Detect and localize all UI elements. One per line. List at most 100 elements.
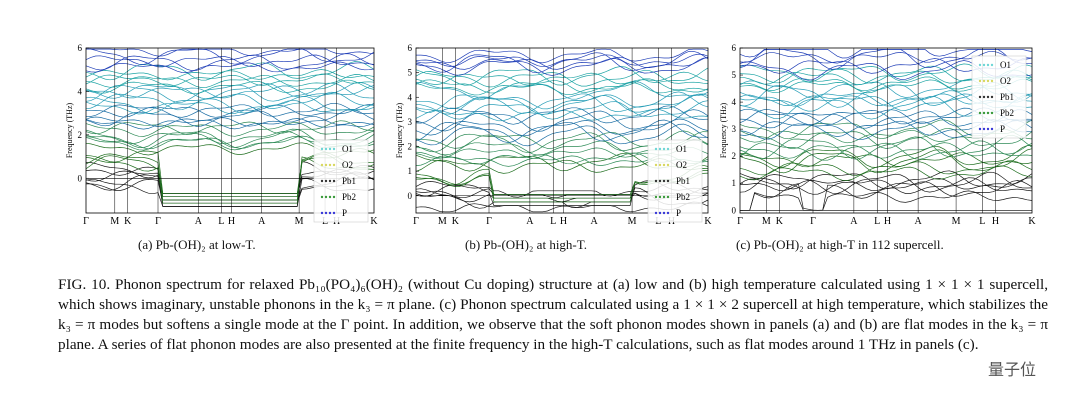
band-line <box>415 91 709 114</box>
legend-marker <box>332 179 336 183</box>
legend-marker <box>328 195 332 199</box>
legend-marker <box>986 79 990 83</box>
kpoint-label: Γ <box>486 216 492 227</box>
band-line <box>415 123 709 147</box>
legend-label: Pb1 <box>342 176 356 186</box>
legend-marker <box>986 127 990 131</box>
band-line <box>739 177 1033 195</box>
y-tick-label: 5 <box>732 70 737 80</box>
legend-label: Pb2 <box>676 192 690 202</box>
kpoint-label: K <box>124 216 132 227</box>
legend-marker <box>328 163 332 167</box>
kpoint-label: H <box>992 216 999 227</box>
band-line <box>739 165 1033 181</box>
y-axis-label: Frequency (THz) <box>65 103 74 159</box>
legend-marker <box>654 147 658 151</box>
legend-label: Pb1 <box>676 176 690 186</box>
kpoint-label: L <box>550 216 556 227</box>
caption-b: (b) Pb-(OH)₂ at high-T. <box>465 237 587 252</box>
band-line <box>416 93 709 110</box>
band-line <box>416 48 709 64</box>
legend-marker <box>986 111 990 115</box>
kpoint-label: K <box>776 216 784 227</box>
band-line <box>415 69 709 88</box>
legend-marker <box>986 63 990 67</box>
legend-marker <box>662 147 666 151</box>
panel-c: Γ M K Γ A L H A M L H K 6 5 4 3 2 1 0 Frequency (THz) O1 O2 Pb… <box>710 38 1036 270</box>
legend-marker <box>320 195 324 199</box>
legend-marker <box>982 127 986 131</box>
band-line <box>85 109 375 127</box>
band-line <box>85 82 375 100</box>
band-line <box>85 69 375 81</box>
legend-marker <box>982 111 986 115</box>
kpoint-label: L <box>218 216 224 227</box>
kpoint-label: A <box>195 216 203 227</box>
legend-marker <box>990 95 994 99</box>
legend-marker <box>320 179 324 183</box>
legend-marker <box>658 195 662 199</box>
kpoint-label: K <box>704 216 712 227</box>
kpoint-label: M <box>952 216 961 227</box>
y-tick-label: 4 <box>78 86 83 96</box>
band-line <box>85 79 375 95</box>
legend-marker <box>982 63 986 67</box>
band-line <box>415 53 709 68</box>
band-line <box>415 109 709 132</box>
y-tick-label: 6 <box>732 43 737 53</box>
y-tick-label: 1 <box>732 178 737 188</box>
band-line <box>739 170 1033 190</box>
band-line <box>739 49 1033 59</box>
band-line <box>739 160 1033 176</box>
band-line <box>415 66 709 86</box>
legend-marker <box>982 79 986 83</box>
kpoint-label: M <box>628 216 637 227</box>
band-line <box>415 93 709 115</box>
band-line <box>85 120 374 135</box>
legend-label: O1 <box>342 144 353 154</box>
kpoint-label: L <box>979 216 985 227</box>
kpoint-label: Γ <box>155 216 161 227</box>
phonon-plot-a: ΓMKΓALHAMLHK6420Frequency (THz)O1O2Pb1Pb… <box>65 43 378 227</box>
kpoint-label: Γ <box>737 216 743 227</box>
legend-marker <box>320 163 324 167</box>
band-line <box>86 48 375 65</box>
legend-label: O1 <box>676 144 687 154</box>
band-line <box>85 61 375 81</box>
legend-marker <box>324 211 328 215</box>
y-axis-label: Frequency (THz) <box>719 103 728 159</box>
legend-marker <box>320 211 324 215</box>
legend-marker <box>978 63 982 67</box>
band-line <box>85 122 375 137</box>
band-line <box>85 104 375 118</box>
panel-a: ΓMKΓALHAMLHK6420Frequency (THz)O1O2Pb1Pb… <box>62 38 378 270</box>
band-line <box>85 102 375 118</box>
kpoint-label: K <box>1028 216 1036 227</box>
band-line <box>415 81 709 101</box>
legend-label: Pb2 <box>342 192 356 202</box>
y-tick-label: 6 <box>78 43 83 53</box>
band-line <box>739 127 1033 150</box>
band-line <box>415 100 709 120</box>
band-line <box>85 74 375 88</box>
legend-marker <box>324 147 328 151</box>
legend-marker <box>658 147 662 151</box>
legend-marker <box>662 163 666 167</box>
legend-label: O2 <box>1000 76 1011 86</box>
legend-marker <box>990 111 994 115</box>
kpoint-label: A <box>915 216 923 227</box>
band-line <box>85 85 375 99</box>
legend-marker <box>666 195 670 199</box>
kpoint-label: K <box>452 216 460 227</box>
kpoint-label: Γ <box>413 216 419 227</box>
legend-marker <box>328 179 332 183</box>
band-line <box>739 140 1033 161</box>
legend-marker <box>332 163 336 167</box>
figure-caption: FIG. 10. Phonon spectrum for relaxed Pb₁… <box>58 275 1048 355</box>
legend-label: O2 <box>676 160 687 170</box>
band-line <box>739 142 1033 159</box>
legend-label: O2 <box>342 160 353 170</box>
kpoint-label: H <box>884 216 891 227</box>
y-tick-label: 5 <box>408 68 413 78</box>
legend-marker <box>666 211 670 215</box>
